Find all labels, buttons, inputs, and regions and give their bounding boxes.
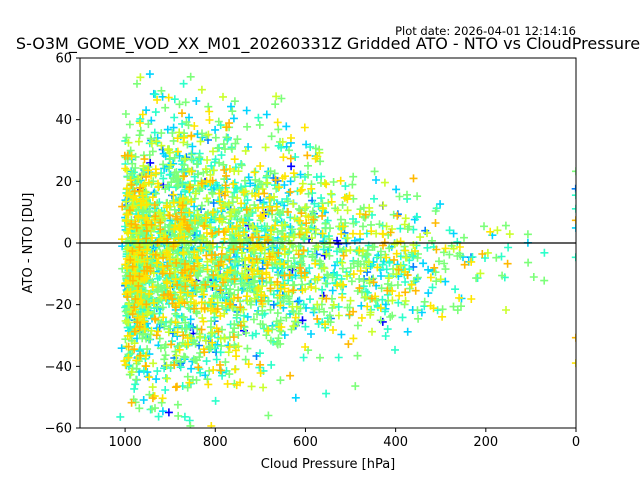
y-tick-label: 60 xyxy=(55,52,72,67)
y-tick-label: −40 xyxy=(45,360,72,375)
y-tick-label: 0 xyxy=(64,237,72,252)
x-tick-label: 400 xyxy=(383,435,408,450)
plot-date: Plot date: 2026-04-01 12:14:16 xyxy=(395,24,576,38)
scatter-points-color-group-7 xyxy=(118,109,576,407)
x-tick-label: 800 xyxy=(203,435,228,450)
chart-title: S-O3M_GOME_VOD_XX_M01_20260331Z Gridded … xyxy=(16,34,640,54)
x-axis-label: Cloud Pressure [hPa] xyxy=(261,457,396,472)
y-tick-label: 20 xyxy=(55,175,72,190)
y-tick-label: 40 xyxy=(55,113,72,128)
y-axis-label: ATO - NTO [DU] xyxy=(21,193,36,294)
x-tick-label: 0 xyxy=(572,435,580,450)
x-tick-label: 1000 xyxy=(109,435,142,450)
y-tick-label: −20 xyxy=(45,298,72,313)
x-tick-label: 200 xyxy=(473,435,498,450)
x-axis: 1000 800 600 400 200 0 xyxy=(109,428,580,450)
y-axis: −60 −40 −20 0 20 40 60 xyxy=(45,52,80,437)
x-tick-label: 600 xyxy=(293,435,318,450)
y-tick-label: −60 xyxy=(45,422,72,437)
data-points xyxy=(116,70,576,428)
